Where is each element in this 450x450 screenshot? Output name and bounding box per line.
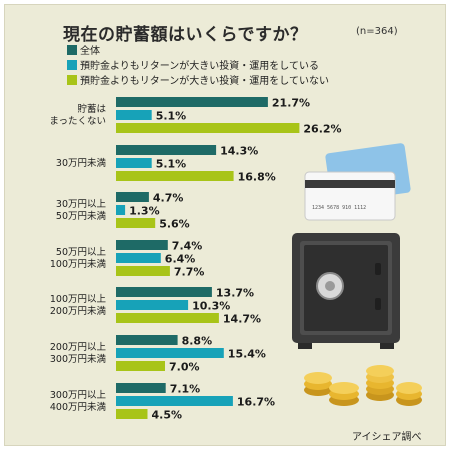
data-label: 6.4% <box>165 253 196 266</box>
bar <box>116 123 300 133</box>
legend-item-not-investing: 預貯金よりもリターンが大きい投資・運用をしていない <box>67 73 329 87</box>
bar <box>116 110 152 120</box>
data-label: 26.2% <box>303 123 341 136</box>
bar <box>116 266 170 276</box>
bar <box>116 171 234 181</box>
data-label: 16.7% <box>237 396 275 409</box>
bar <box>116 396 233 406</box>
bar <box>116 287 212 297</box>
svg-text:1234 5678 910 1112: 1234 5678 910 1112 <box>312 205 366 211</box>
plot-area: 貯蓄はまったくない 21.7% 5.1% 26.2% 30万円未満 14.3% 5.1% 16… <box>49 97 341 422</box>
category-label: 100万円以上 200万円未満 <box>50 294 107 317</box>
bar <box>116 383 166 393</box>
data-label: 7.0% <box>169 361 200 374</box>
category-label: 200万円以上 300万円未満 <box>50 342 107 365</box>
category-label: 貯蓄はまったくない <box>49 103 106 127</box>
source-note: アイシェア調べ <box>352 432 422 443</box>
data-label: 15.4% <box>228 348 266 361</box>
data-label: 7.7% <box>174 266 205 279</box>
bar <box>116 145 217 155</box>
data-label: 4.7% <box>153 192 184 205</box>
bar <box>116 253 161 263</box>
data-label: 5.6% <box>159 218 190 231</box>
category-label: 30万円未満 <box>56 157 107 169</box>
data-label: 7.4% <box>172 240 203 253</box>
bar <box>116 335 178 345</box>
bar <box>116 97 268 107</box>
bar <box>116 240 168 250</box>
data-label: 14.7% <box>223 313 261 326</box>
credit-card-icon: 1234 5678 910 1112 <box>304 143 411 221</box>
legend-label: 全体 <box>80 46 100 57</box>
data-label: 1.3% <box>129 205 160 218</box>
data-label: 4.5% <box>152 409 183 422</box>
sample-size: (n=364) <box>356 26 398 37</box>
bar <box>116 300 189 310</box>
legend-item-investing: 預貯金よりもリターンが大きい投資・運用をしている <box>67 58 319 72</box>
legend-label: 預貯金よりもリターンが大きい投資・運用をしていない <box>80 76 329 87</box>
legend-swatch <box>67 44 77 55</box>
data-label: 21.7% <box>272 97 310 110</box>
data-label: 13.7% <box>216 287 254 300</box>
category-label: 300万円以上 400万円未満 <box>50 390 107 413</box>
bar <box>116 218 156 228</box>
data-label: 5.1% <box>156 158 187 171</box>
data-label: 14.3% <box>220 145 258 158</box>
data-label: 8.8% <box>182 335 213 348</box>
legend-item-overall: 全体 <box>67 43 100 57</box>
bar <box>116 409 148 419</box>
data-label: 16.8% <box>238 171 276 184</box>
data-label: 10.3% <box>192 300 230 313</box>
data-label: 5.1% <box>156 110 187 123</box>
legend-swatch <box>67 74 77 85</box>
bar <box>116 348 224 358</box>
coins-icon <box>304 365 422 406</box>
legend-label: 預貯金よりもリターンが大きい投資・運用をしている <box>80 61 319 72</box>
chart-title: 現在の貯蓄額はいくらですか？ <box>63 25 308 45</box>
safe-icon <box>292 233 400 349</box>
bar <box>116 313 219 323</box>
legend-swatch <box>67 59 77 70</box>
category-label: 30万円以上 50万円未満 <box>56 199 107 222</box>
data-label: 7.1% <box>170 383 201 396</box>
bar <box>116 158 152 168</box>
bar <box>116 205 126 215</box>
bar <box>116 192 149 202</box>
bar <box>116 361 165 371</box>
category-label: 50万円以上 100万円未満 <box>50 247 107 270</box>
